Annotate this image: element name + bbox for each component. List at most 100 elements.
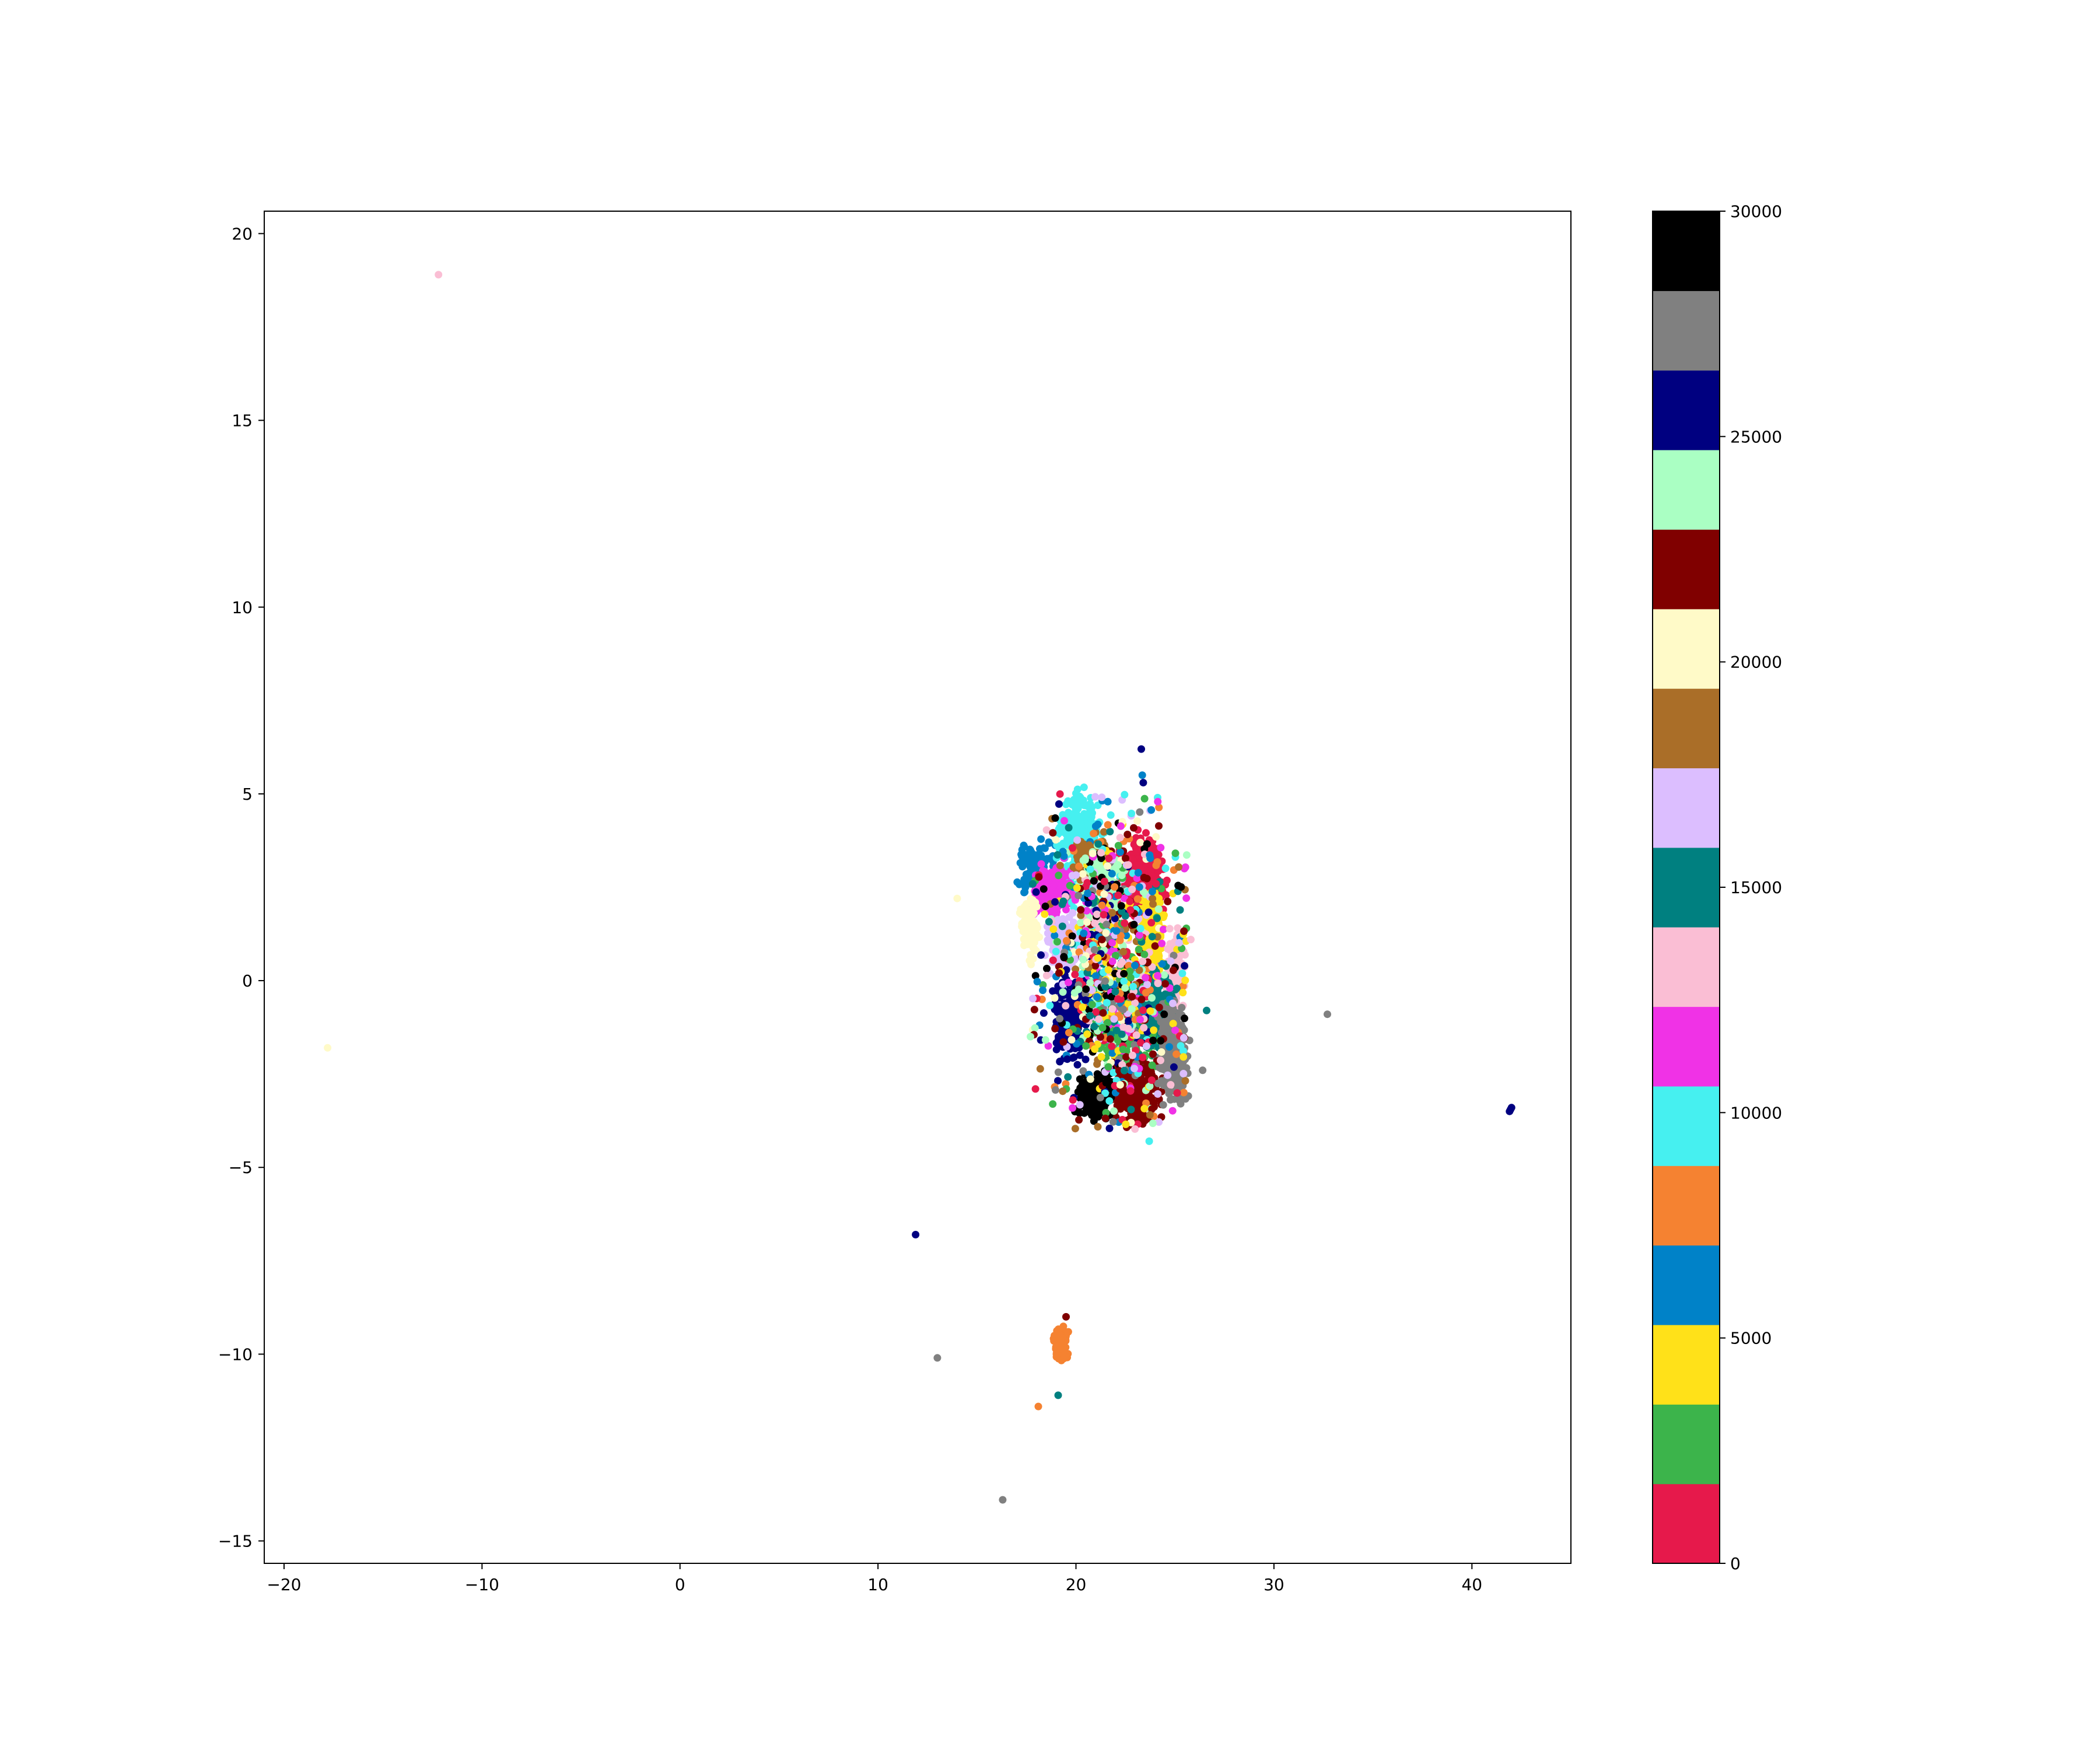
- data-point: [1118, 872, 1126, 879]
- data-point: [1059, 1087, 1067, 1096]
- data-point: [1180, 1070, 1188, 1077]
- data-point: [1121, 894, 1128, 902]
- data-point: [1114, 842, 1122, 850]
- colorbar-segment: [1653, 688, 1720, 769]
- data-point: [1182, 851, 1191, 859]
- data-point: [1091, 793, 1099, 801]
- data-point: [1041, 910, 1049, 918]
- colorbar-segment: [1653, 1086, 1720, 1166]
- data-point: [1090, 946, 1098, 954]
- data-point: [1033, 978, 1041, 986]
- colorbar-segment: [1653, 608, 1720, 689]
- data-point: [1108, 909, 1116, 917]
- data-point: [1093, 993, 1101, 1001]
- data-point: [1086, 979, 1094, 987]
- data-point: [1126, 1087, 1135, 1095]
- data-point: [1114, 891, 1122, 900]
- data-point: [1013, 878, 1021, 886]
- data-point: [1090, 830, 1098, 838]
- data-point: [1116, 834, 1124, 842]
- data-point: [1125, 961, 1133, 970]
- data-point: [1091, 962, 1100, 970]
- data-point: [1147, 919, 1156, 927]
- data-point: [1147, 806, 1156, 814]
- outlier-point: [1145, 1137, 1153, 1145]
- y-tick-label: 20: [232, 224, 253, 243]
- data-point: [1154, 972, 1162, 980]
- data-point: [1063, 1055, 1072, 1063]
- data-point: [1104, 862, 1111, 870]
- data-point: [1073, 884, 1081, 892]
- data-point: [1044, 929, 1052, 937]
- outlier-point: [912, 1231, 920, 1238]
- data-point: [1118, 1096, 1126, 1104]
- data-point: [1126, 897, 1134, 905]
- data-point: [1072, 871, 1080, 879]
- data-point: [1049, 1100, 1057, 1108]
- data-point: [1136, 1016, 1144, 1024]
- data-point: [1088, 1000, 1096, 1009]
- data-point: [1096, 1110, 1104, 1118]
- colorbar-tick-label: 30000: [1730, 202, 1782, 221]
- data-point: [1074, 814, 1083, 822]
- data-point: [1148, 963, 1156, 971]
- data-point: [1049, 956, 1057, 964]
- data-point: [1135, 931, 1143, 939]
- data-point: [1119, 1045, 1127, 1054]
- data-point: [1157, 844, 1165, 852]
- data-point: [1134, 869, 1142, 877]
- data-point: [1113, 1096, 1121, 1104]
- data-point: [1071, 971, 1079, 979]
- data-point: [1105, 1124, 1114, 1132]
- data-point: [1042, 826, 1051, 834]
- outlier-point: [1054, 1391, 1062, 1399]
- data-point: [1142, 1042, 1150, 1050]
- data-point: [1181, 1014, 1188, 1023]
- data-point: [1131, 1125, 1139, 1133]
- data-point: [1108, 1005, 1116, 1013]
- data-point: [1122, 1120, 1130, 1128]
- colorbar-tick-label: 0: [1730, 1554, 1741, 1573]
- data-point: [1062, 937, 1070, 945]
- outlier-point: [435, 271, 443, 279]
- data-point: [1169, 966, 1177, 974]
- data-point: [1133, 895, 1142, 903]
- data-point: [1020, 888, 1028, 897]
- data-point: [1104, 821, 1112, 829]
- data-point: [1158, 939, 1166, 947]
- data-point: [1128, 1005, 1136, 1013]
- data-point: [1081, 856, 1089, 864]
- data-point: [1088, 849, 1097, 858]
- data-point: [1178, 970, 1186, 978]
- data-point: [1042, 971, 1051, 979]
- data-point: [1149, 1119, 1157, 1128]
- data-point: [1054, 1077, 1062, 1085]
- data-point: [1069, 1096, 1077, 1104]
- colorbar-segment: [1653, 1483, 1720, 1564]
- data-point: [1164, 1071, 1172, 1079]
- outlier-point: [1027, 1032, 1034, 1041]
- data-point: [1020, 917, 1028, 925]
- data-point: [1155, 822, 1163, 830]
- data-point: [1091, 1045, 1099, 1053]
- data-point: [1180, 927, 1188, 935]
- data-point: [1169, 999, 1177, 1007]
- data-point: [1129, 982, 1138, 991]
- colorbar-segment: [1653, 1166, 1720, 1246]
- outlier-point: [1324, 1010, 1331, 1019]
- data-point: [1116, 960, 1125, 968]
- data-point: [1126, 967, 1134, 975]
- data-point: [1069, 863, 1077, 872]
- data-point: [1108, 1042, 1116, 1051]
- data-point: [1075, 948, 1083, 956]
- data-point: [1135, 883, 1143, 891]
- data-point: [1104, 1019, 1112, 1027]
- data-point: [1055, 800, 1063, 808]
- y-tick-label: 0: [242, 971, 253, 991]
- data-point: [1078, 1081, 1086, 1089]
- data-point: [1090, 1023, 1098, 1031]
- data-point: [1076, 843, 1084, 851]
- data-point: [1058, 922, 1066, 930]
- data-point: [1044, 1042, 1052, 1050]
- data-point: [1027, 960, 1035, 968]
